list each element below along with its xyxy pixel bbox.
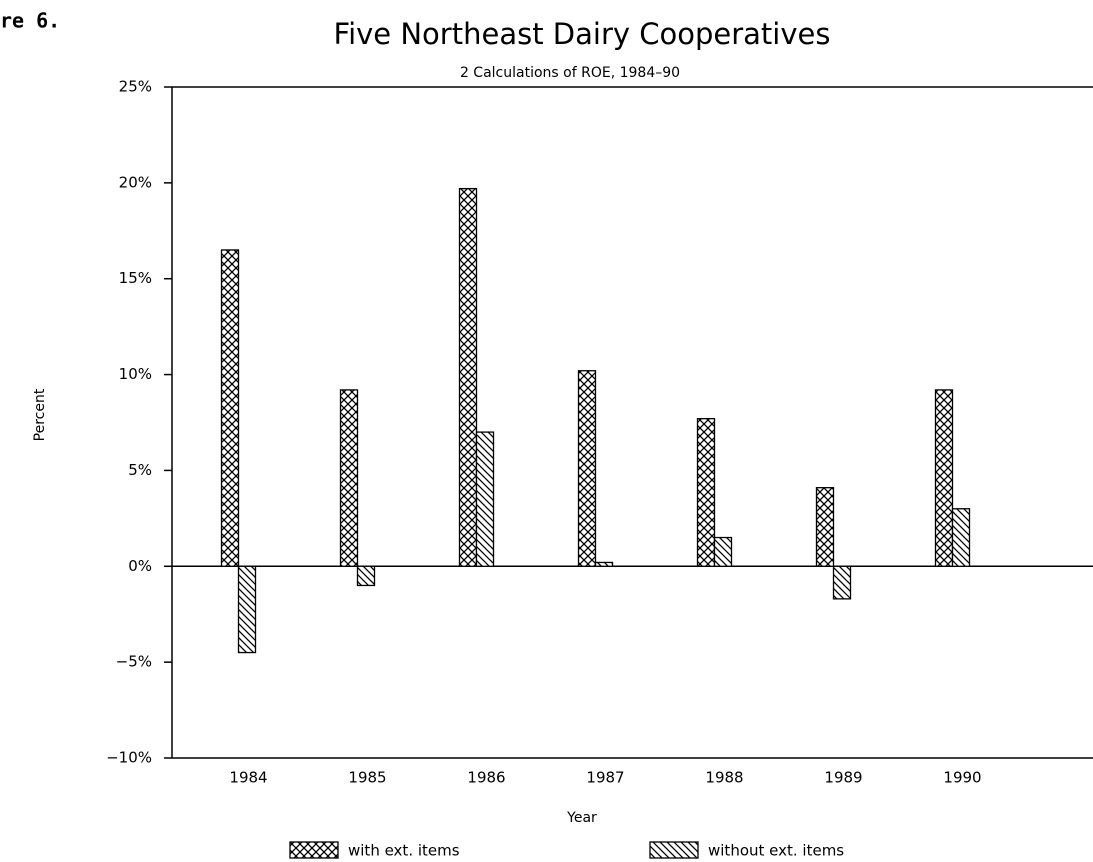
y-tick-label: 5% — [128, 461, 152, 479]
bar — [815, 487, 835, 567]
bar — [458, 187, 478, 567]
x-tick-label: 1985 — [348, 769, 386, 787]
x-tick-label: 1990 — [943, 769, 981, 787]
bar — [713, 536, 733, 567]
bar — [356, 565, 376, 587]
x-tick-label: 1986 — [467, 769, 505, 787]
chart-subtitle: 2 Calculations of ROE, 1984–90 — [460, 65, 680, 81]
x-axis-label: Year — [566, 810, 597, 826]
y-tick-label: 15% — [119, 269, 152, 287]
bar — [475, 431, 495, 567]
legend-label: without ext. items — [708, 842, 844, 860]
bar — [220, 249, 240, 567]
bar — [339, 389, 359, 567]
bar — [832, 565, 852, 600]
bar — [696, 418, 716, 567]
bar — [934, 389, 954, 567]
bar — [237, 565, 257, 654]
legend-swatch — [289, 841, 339, 859]
y-tick-label: −5% — [116, 653, 152, 671]
bar — [577, 370, 597, 567]
y-tick-label: −10% — [106, 749, 152, 767]
y-axis-label: Percent — [32, 388, 48, 441]
y-tick-label: 0% — [128, 557, 152, 575]
y-tick-label: 10% — [119, 365, 152, 383]
x-tick-label: 1987 — [586, 769, 624, 787]
figure-label: re 6. — [0, 9, 60, 33]
bar — [951, 508, 971, 567]
x-tick-label: 1988 — [705, 769, 743, 787]
y-tick-label: 25% — [119, 78, 152, 96]
bar — [594, 561, 614, 567]
chart-title: Five Northeast Dairy Cooperatives — [334, 17, 831, 51]
y-tick-label: 20% — [119, 173, 152, 191]
legend-label: with ext. items — [348, 842, 460, 860]
legend-swatch — [649, 841, 699, 859]
x-tick-label: 1989 — [824, 769, 862, 787]
x-tick-label: 1984 — [229, 769, 267, 787]
